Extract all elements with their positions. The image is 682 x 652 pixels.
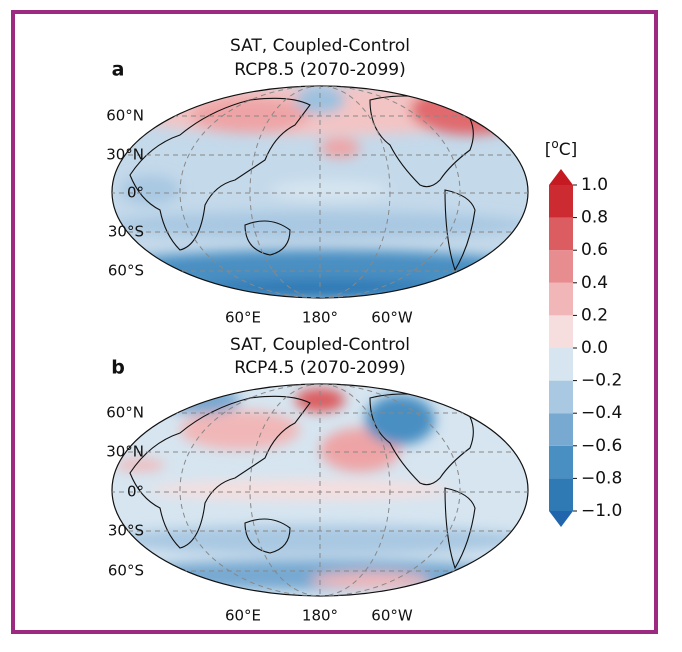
lat-label: 60°S [108,562,144,580]
colorbar-tick-label: 0.0 [581,338,608,358]
colorbar-segment [549,413,573,446]
panel-title: RCP8.5 (2070-2099) [234,60,405,80]
colorbar-tick-label: −1.0 [581,501,622,521]
lon-label: 180° [302,607,338,625]
lat-label: 60°N [106,404,144,422]
colorbar-segment [549,348,573,381]
lon-label: 180° [302,309,338,327]
colorbar-over [549,169,573,185]
lat-label: 60°S [108,262,144,280]
colorbar-segment [549,380,573,414]
colorbar-segment [549,315,573,348]
lon-label: 60°E [225,607,261,625]
lon-label: 60°E [225,309,261,327]
colorbar-tick-label: −0.8 [581,468,622,488]
colorbar-tick-label: −0.6 [581,436,622,456]
unit-close: C] [559,140,578,160]
lat-label: 30°N [106,443,144,461]
lat-label: 0° [127,483,144,501]
lat-label: 60°N [106,107,144,125]
panel-title: SAT, Coupled-Control [230,36,410,56]
colorbar-tick-label: 0.8 [581,208,608,228]
unit-sup: o [551,137,558,151]
colorbar-segment [549,185,573,218]
lat-label: 30°S [108,223,144,241]
colorbar-segment [549,445,573,479]
map-b [112,384,528,596]
colorbar-segment [549,282,573,316]
lat-label: 30°N [106,146,144,164]
lon-label: 60°W [371,309,413,327]
panel-label: a [112,59,125,81]
unit-open: [ [545,140,552,160]
colorbar-tick-label: 0.2 [581,305,608,325]
lat-label: 30°S [108,522,144,540]
panel-title: SAT, Coupled-Control [230,335,410,355]
lon-label: 60°W [371,607,413,625]
colorbar: 1.0 0.8 0.6 0.4 0.2 0.0 −0.2 −0.4 −0.6 −0.8 −1.0 [o… [545,137,622,527]
colorbar-tick-label: 1.0 [581,175,608,195]
colorbar-tick-label: 0.4 [581,273,608,293]
panel-label: b [111,357,125,379]
colorbar-tick-label: −0.2 [581,371,622,391]
panel-title: RCP4.5 (2070-2099) [234,358,405,378]
frame [11,10,658,634]
colorbar-segment [549,478,573,511]
colorbar-segment [549,217,573,251]
colorbar-tick-label: 0.6 [581,240,608,260]
lat-label: 0° [127,184,144,202]
colorbar-segment [549,250,573,283]
colorbar-under [549,511,573,527]
colorbar-tick-label: −0.4 [581,403,622,423]
colorbar-unit: [oC] [545,137,578,161]
